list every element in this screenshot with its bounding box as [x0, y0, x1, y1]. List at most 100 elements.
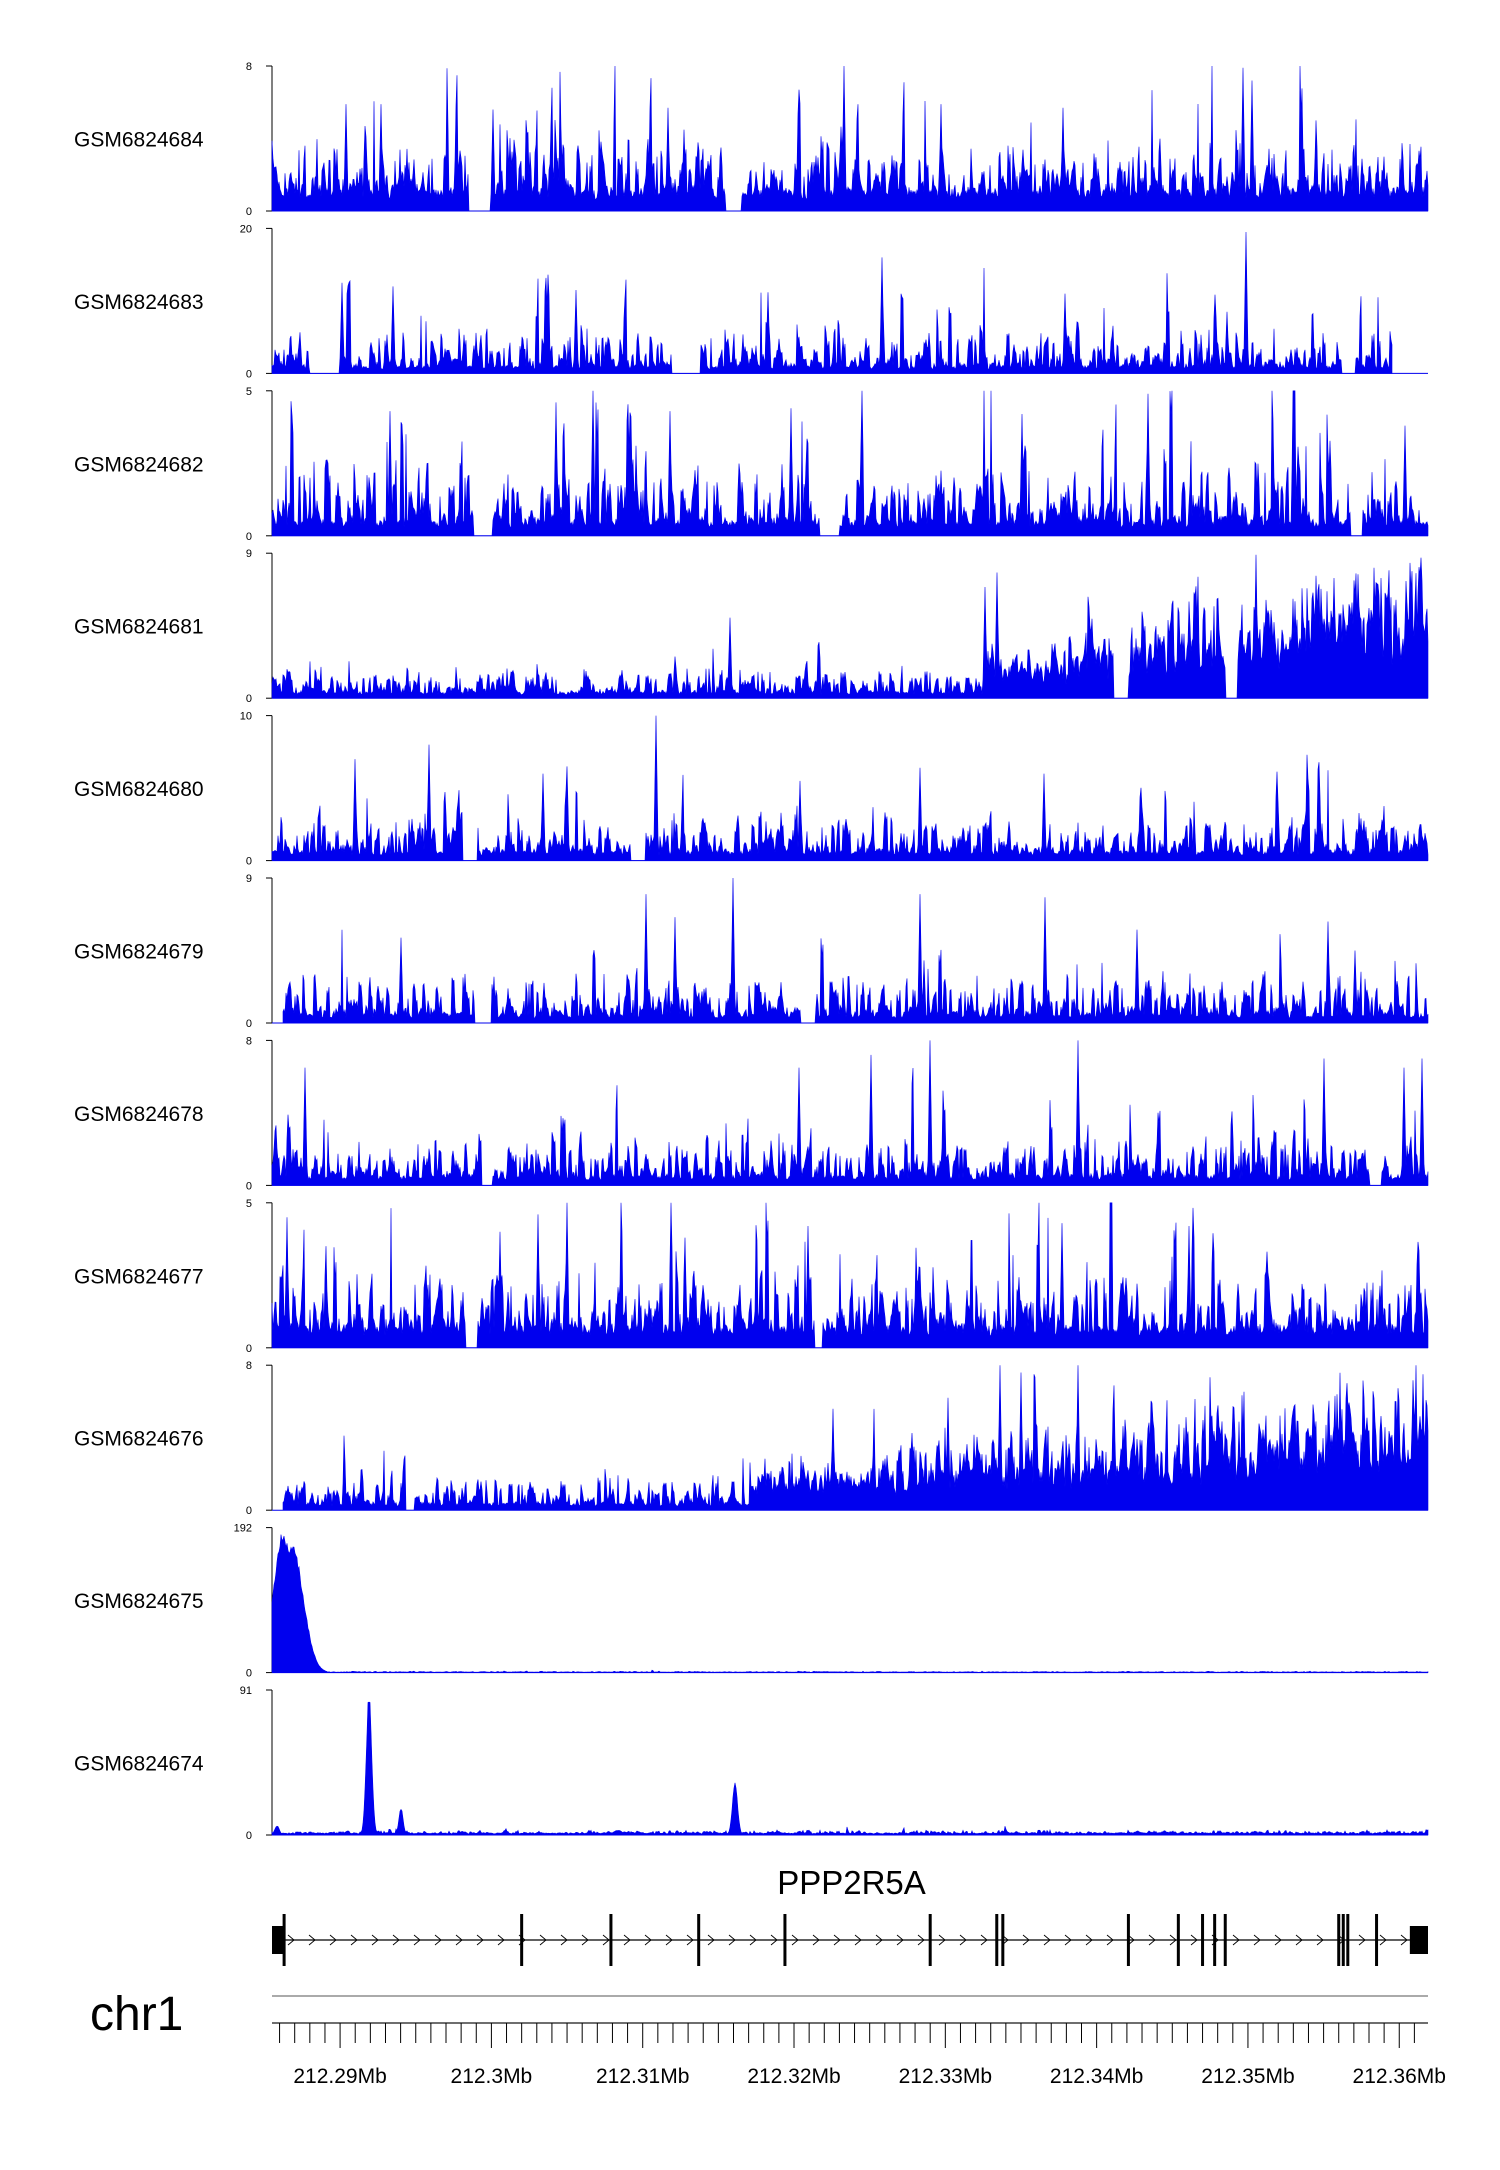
strand-arrow	[1022, 1934, 1030, 1946]
exon	[1375, 1914, 1379, 1966]
strand-arrow	[350, 1934, 358, 1946]
track-label: GSM6824677	[74, 1265, 204, 1288]
y-max-label: 192	[234, 1523, 252, 1535]
track-label: GSM6824676	[74, 1428, 204, 1451]
track-GSM6824680: GSM6824680 10 0	[74, 711, 1429, 868]
exon	[520, 1914, 524, 1966]
strand-arrow	[749, 1934, 757, 1946]
axis-tick-label: 212.33Mb	[899, 2065, 992, 2088]
track-GSM6824674: GSM6824674 91 0	[74, 1685, 1429, 1842]
y-min-label: 0	[246, 1505, 252, 1517]
strand-arrow	[623, 1934, 631, 1946]
track-GSM6824677: GSM6824677 5 0	[74, 1198, 1429, 1355]
track-label: GSM6824684	[74, 129, 204, 152]
exon	[1176, 1914, 1180, 1966]
gene-model: PPP2R5A	[272, 1864, 1428, 1966]
y-max-label: 8	[246, 1360, 252, 1372]
strand-arrow	[959, 1934, 967, 1946]
strand-arrow	[917, 1934, 925, 1946]
y-max-label: 5	[246, 1198, 252, 1210]
strand-arrow	[644, 1934, 652, 1946]
exon	[1201, 1914, 1205, 1966]
strand-arrow	[413, 1934, 421, 1946]
exon	[1223, 1914, 1227, 1966]
strand-arrow	[497, 1934, 505, 1946]
strand-arrow	[539, 1934, 547, 1946]
coverage-area	[271, 1040, 1429, 1186]
y-min-label: 0	[246, 693, 252, 705]
track-label: GSM6824674	[74, 1753, 204, 1776]
strand-arrow	[854, 1934, 862, 1946]
y-min-label: 0	[246, 1830, 252, 1842]
exon	[995, 1914, 999, 1966]
track-label: GSM6824678	[74, 1103, 204, 1126]
strand-arrow	[581, 1934, 589, 1946]
coverage-area	[282, 1365, 1429, 1511]
strand-arrow	[1169, 1934, 1177, 1946]
exon	[928, 1914, 932, 1966]
track-GSM6824676: GSM6824676 8 0	[74, 1360, 1429, 1517]
exon	[1126, 1914, 1130, 1966]
strand-arrow	[875, 1934, 883, 1946]
axis-tick-label: 212.31Mb	[596, 2065, 689, 2088]
axis-tick-label: 212.34Mb	[1050, 2065, 1143, 2088]
strand-arrow	[287, 1934, 295, 1946]
y-max-label: 9	[246, 873, 252, 885]
exon	[1213, 1914, 1217, 1966]
y-min-label: 0	[246, 206, 252, 218]
track-label: GSM6824675	[74, 1590, 204, 1613]
strand-arrow	[1190, 1934, 1198, 1946]
strand-arrow	[665, 1934, 673, 1946]
utr-block	[1409, 1926, 1428, 1954]
strand-arrow	[392, 1934, 400, 1946]
chromosome-label: chr1	[90, 1988, 183, 2041]
y-min-label: 0	[246, 1343, 252, 1355]
strand-arrow	[1148, 1934, 1156, 1946]
strand-arrow	[434, 1934, 442, 1946]
strand-arrow	[707, 1934, 715, 1946]
strand-arrow	[1295, 1934, 1303, 1946]
strand-arrow	[938, 1934, 946, 1946]
track-label: GSM6824679	[74, 941, 204, 964]
strand-arrow	[1379, 1934, 1387, 1946]
axis-tick-label: 212.36Mb	[1353, 2065, 1446, 2088]
exon	[1001, 1914, 1005, 1966]
y-min-label: 0	[246, 856, 252, 868]
gene-name-label: PPP2R5A	[777, 1864, 926, 1901]
y-max-label: 91	[240, 1685, 252, 1697]
exon	[282, 1914, 286, 1966]
strand-arrow	[812, 1934, 820, 1946]
strand-arrow	[1358, 1934, 1366, 1946]
strand-arrow	[1400, 1934, 1408, 1946]
strand-arrow	[602, 1934, 610, 1946]
track-GSM6824683: GSM6824683 20 0	[74, 223, 1428, 380]
exon	[1337, 1914, 1341, 1966]
strand-arrow	[791, 1934, 799, 1946]
track-GSM6824675: GSM6824675 192 0	[74, 1523, 1429, 1680]
axis-tick-label: 212.32Mb	[747, 2065, 840, 2088]
y-max-label: 20	[240, 223, 252, 235]
coverage-area	[271, 715, 1429, 861]
track-GSM6824682: GSM6824682 5 0	[74, 386, 1429, 543]
strand-arrow	[371, 1934, 379, 1946]
axis-tick-label: 212.29Mb	[293, 2065, 386, 2088]
track-label: GSM6824681	[74, 616, 204, 639]
strand-arrow	[329, 1934, 337, 1946]
y-max-label: 5	[246, 386, 252, 398]
strand-arrow	[1127, 1934, 1135, 1946]
coverage-area	[271, 554, 1429, 699]
strand-arrow	[728, 1934, 736, 1946]
track-label: GSM6824683	[74, 291, 204, 314]
utr-block	[272, 1926, 285, 1954]
y-min-label: 0	[246, 1018, 252, 1030]
strand-arrow	[1232, 1934, 1240, 1946]
track-GSM6824679: GSM6824679 9 0	[74, 873, 1429, 1030]
track-label: GSM6824680	[74, 778, 204, 801]
strand-arrow	[1106, 1934, 1114, 1946]
coverage-area	[271, 231, 1393, 374]
coverage-area	[271, 65, 1429, 212]
strand-arrow	[308, 1934, 316, 1946]
y-max-label: 8	[246, 61, 252, 73]
